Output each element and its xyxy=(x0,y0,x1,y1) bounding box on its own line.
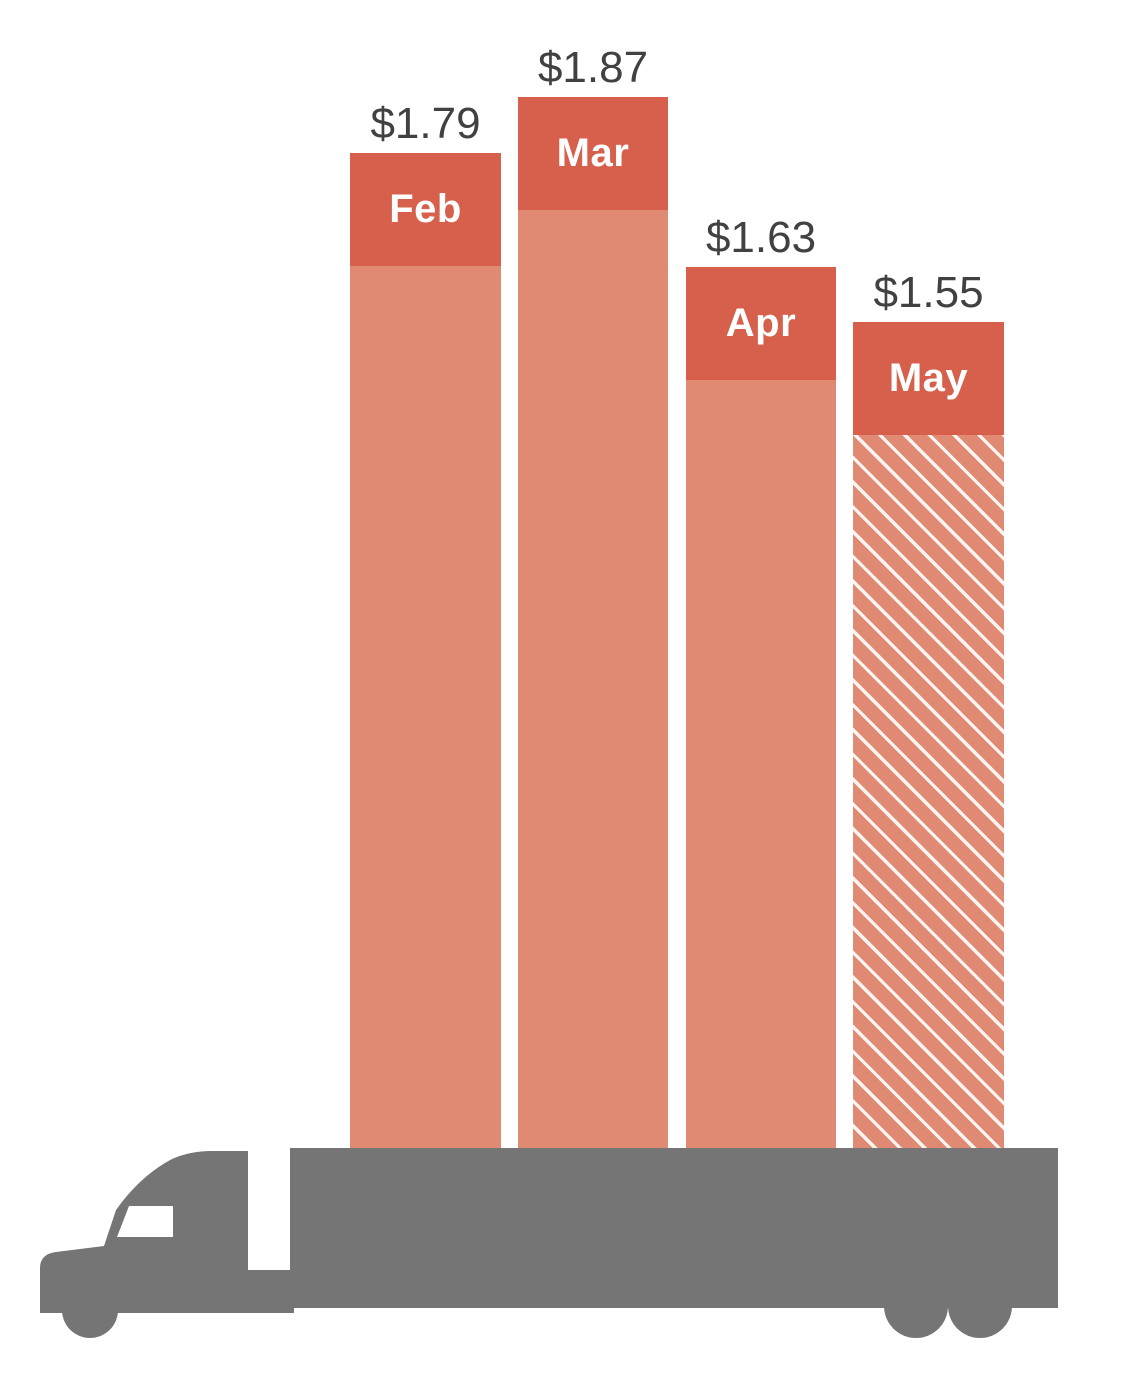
month-label-apr: Apr xyxy=(725,301,797,345)
bar-mar: Mar xyxy=(518,97,668,1148)
truck-window xyxy=(117,1206,173,1237)
bar-feb: Feb xyxy=(350,153,501,1148)
value-label-apr: $1.63 xyxy=(705,213,817,262)
bar-may-body-hatched xyxy=(853,435,1004,1148)
bar-may: May xyxy=(853,322,1004,1148)
month-label-may: May xyxy=(888,356,969,400)
value-label-may: $1.55 xyxy=(873,268,984,317)
month-label-mar: Mar xyxy=(556,131,630,175)
value-label-mar: $1.87 xyxy=(537,43,649,92)
month-label-feb: Feb xyxy=(389,187,462,231)
bar-apr-cap: Apr xyxy=(686,267,836,380)
bar-apr: Apr xyxy=(686,267,836,1148)
bar-feb-cap: Feb xyxy=(350,153,501,266)
value-label-feb: $1.79 xyxy=(370,99,481,148)
bar-may-cap: May xyxy=(853,322,1004,435)
truck-front-wheel xyxy=(62,1282,118,1338)
truck-rear-wheel-1 xyxy=(884,1274,948,1338)
truck-trailer-bed xyxy=(290,1148,1058,1308)
bar-apr-body xyxy=(686,380,836,1148)
truck-chassis-connector xyxy=(248,1270,294,1313)
truck-rear-wheel-2 xyxy=(948,1274,1012,1338)
bar-mar-cap: Mar xyxy=(518,97,668,210)
bar-feb-body xyxy=(350,266,501,1148)
bar-mar-body xyxy=(518,210,668,1148)
